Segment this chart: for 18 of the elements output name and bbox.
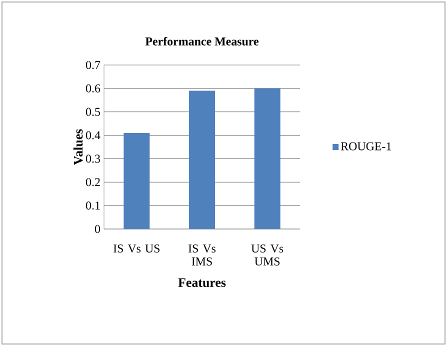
x-tick-label: US Vs UMS: [251, 244, 284, 266]
bar: [254, 88, 280, 229]
bar: [189, 90, 216, 229]
chart-title: Performance Measure: [145, 36, 259, 46]
y-tick-label: 0.5: [86, 108, 100, 116]
bar: [124, 132, 150, 229]
x-tick-label: IS Vs IMS: [188, 244, 216, 266]
y-tick-label: 0.4: [86, 131, 100, 140]
legend-label: ROUGE-1: [340, 142, 392, 150]
x-axis-title: Features: [178, 278, 226, 287]
y-axis-title: Values: [74, 129, 83, 165]
y-tick-label: 0.2: [86, 178, 100, 186]
y-tick-label: 0: [94, 224, 100, 234]
x-tick-label: IS Vs US: [114, 244, 160, 253]
y-tick-label: 0.3: [86, 154, 100, 163]
y-tick-label: 0.6: [86, 84, 100, 92]
y-tick-label: 0.7: [86, 60, 100, 70]
y-tick-label: 0.1: [86, 202, 100, 210]
